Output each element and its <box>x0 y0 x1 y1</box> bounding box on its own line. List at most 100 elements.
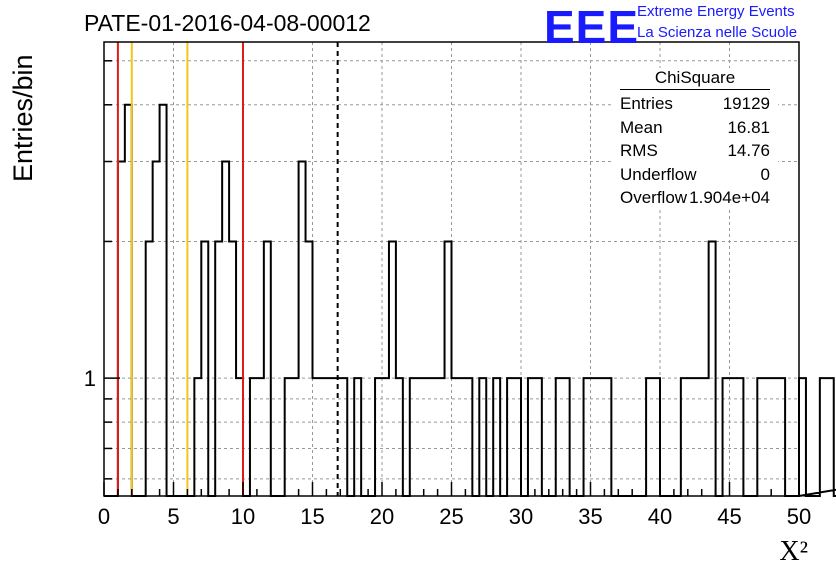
histogram-bin <box>514 378 521 496</box>
stats-value: 0 <box>760 164 770 184</box>
stats-label: RMS <box>620 141 658 160</box>
histogram-bin <box>827 378 834 496</box>
histogram-bin <box>118 162 125 496</box>
histogram-bin <box>764 378 771 496</box>
x-axis-label: X² <box>779 536 808 567</box>
stats-label: Mean <box>620 117 663 137</box>
histogram-bin <box>299 162 306 496</box>
histogram-bin <box>306 241 313 496</box>
stats-row-overflow: Overflow 1.904e+04 <box>612 186 778 210</box>
histogram-bin <box>458 378 465 496</box>
x-tick-label: 40 <box>648 504 672 529</box>
histogram-bin <box>146 241 153 496</box>
histogram-bin <box>222 162 229 496</box>
histogram-bin <box>445 241 452 496</box>
y-tick-label: 1 <box>84 366 96 391</box>
histogram-bin <box>354 378 361 496</box>
histogram-bin <box>153 162 160 496</box>
histogram-bin <box>431 378 438 496</box>
histogram-bin <box>285 378 292 496</box>
logo-line-1: Extreme Energy Events <box>637 3 795 20</box>
histogram-bin <box>452 378 459 496</box>
histogram-bin <box>681 378 688 496</box>
histogram-bin <box>417 378 424 496</box>
histogram-bin <box>465 378 472 496</box>
histogram-bin <box>730 378 737 496</box>
histogram-bin <box>771 378 778 496</box>
x-tick-label: 10 <box>231 504 255 529</box>
histogram-bin <box>479 378 486 496</box>
histogram-bin <box>723 378 730 496</box>
histogram-bin <box>778 378 785 496</box>
histogram-bin <box>584 378 591 496</box>
histogram-bin <box>389 241 396 496</box>
histogram-bin <box>250 378 257 496</box>
logo-line-2: La Scienza nelle Scuole <box>637 24 798 41</box>
histogram-bin <box>194 378 201 496</box>
histogram-bin <box>709 241 716 496</box>
axis-tick-labels: 0 5 10 15 20 25 30 35 40 45 50 1 <box>84 366 811 529</box>
histogram-bin <box>313 378 320 496</box>
histogram-bin <box>736 378 743 496</box>
x-tick-label: 25 <box>439 504 463 529</box>
histogram-bin <box>646 378 653 496</box>
axis-ticks <box>103 60 800 496</box>
histogram-bin <box>236 378 243 496</box>
histogram-bin <box>493 378 500 496</box>
histogram-bin <box>604 378 611 496</box>
histogram-bin <box>820 378 827 496</box>
histogram-bin <box>702 378 709 496</box>
stats-label: Entries <box>620 94 673 113</box>
histogram-bin <box>292 378 299 496</box>
stats-value: 14.76 <box>727 141 770 160</box>
stats-row-mean: Mean 16.81 <box>612 116 778 140</box>
histogram-bin <box>264 241 271 496</box>
histogram-bin <box>591 378 598 496</box>
histogram-bin <box>507 378 514 496</box>
stats-title: ChiSquare <box>620 68 770 90</box>
chart-title: PATE-01-2016-04-08-00012 <box>84 10 371 36</box>
histogram-bin <box>410 378 417 496</box>
histogram-bin <box>396 378 403 496</box>
x-tick-label: 50 <box>787 504 811 529</box>
x-tick-label: 20 <box>370 504 394 529</box>
histogram-bin <box>653 378 660 496</box>
histogram-bin <box>257 378 264 496</box>
stats-value: 16.81 <box>727 117 770 137</box>
histogram-bin <box>424 378 431 496</box>
stats-row-underflow: Underflow 0 <box>612 163 778 187</box>
histogram-bin <box>695 378 702 496</box>
histogram-bin <box>556 378 563 496</box>
histogram-bin <box>201 241 208 496</box>
x-tick-label: 30 <box>509 504 533 529</box>
histogram-bin <box>319 378 326 496</box>
histogram-bin <box>229 241 236 496</box>
histogram-bin <box>326 378 333 496</box>
histogram-bin <box>340 378 347 496</box>
histogram-bin <box>375 378 382 496</box>
histogram-bin <box>382 378 389 496</box>
x-tick-label: 0 <box>98 504 110 529</box>
stats-label: Overflow <box>620 188 688 207</box>
histogram-bin <box>597 378 604 496</box>
histogram-bin <box>215 241 222 496</box>
histogram-bin <box>438 378 445 496</box>
histogram-bin <box>528 378 535 496</box>
x-tick-label: 45 <box>717 504 741 529</box>
stats-row-entries: Entries 19129 <box>612 92 778 116</box>
stats-value: 1.904e+04 <box>689 188 770 207</box>
histogram-bin <box>535 378 542 496</box>
histogram-bin <box>160 105 167 496</box>
histogram-bin <box>125 105 132 496</box>
stats-box: ChiSquare Entries 19129 Mean 16.81 RMS 1… <box>612 68 778 210</box>
histogram-bin <box>688 378 695 496</box>
histogram-bin <box>563 378 570 496</box>
histogram-bin <box>757 378 764 496</box>
stats-row-rms: RMS 14.76 <box>612 139 778 163</box>
stats-label: Underflow <box>620 164 697 184</box>
y-axis-label: Entries/bin <box>8 54 38 182</box>
x-tick-label: 35 <box>578 504 602 529</box>
x-tick-label: 5 <box>167 504 179 529</box>
stats-value: 19129 <box>722 94 770 113</box>
